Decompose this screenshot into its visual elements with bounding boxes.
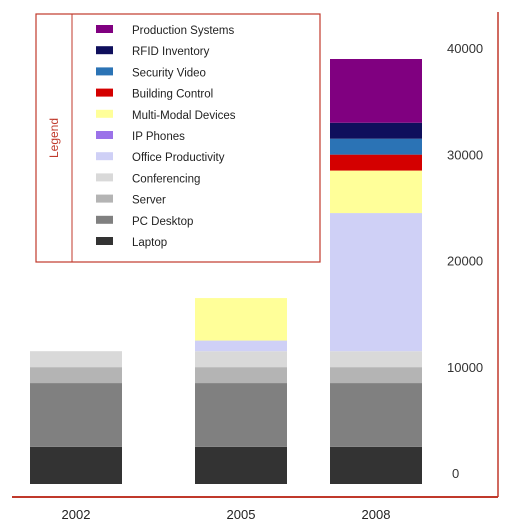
- bar-2008-series-1: [330, 383, 422, 447]
- bar-2005-series-1: [195, 383, 287, 447]
- bar-2008-series-7: [330, 154, 422, 171]
- legend-label-2: Security Video: [132, 67, 206, 79]
- legend-label-4: Multi-Modal Devices: [132, 110, 236, 122]
- bar-2005-series-0: [195, 446, 287, 484]
- bar-2008-series-3: [330, 351, 422, 368]
- legend-swatch-4: [96, 109, 113, 118]
- legend-label-7: Conferencing: [132, 173, 200, 185]
- y-tick-label-1: 10000: [447, 360, 483, 375]
- legend-label-1: RFID Inventory: [132, 46, 210, 58]
- legend-label-9: PC Desktop: [132, 216, 193, 228]
- bar-2002-series-3: [30, 351, 122, 368]
- bars-group: [30, 59, 422, 484]
- legend-swatch-8: [96, 194, 113, 203]
- x-axis-category-labels: 2002 2005 2008: [62, 507, 391, 522]
- legend-title: Legend: [47, 118, 61, 158]
- y-axis-tick-labels: 0 10000 20000 30000 40000: [447, 41, 483, 481]
- legend-label-0: Production Systems: [132, 25, 235, 37]
- legend-swatch-7: [96, 173, 113, 182]
- legend-box: [35, 13, 321, 263]
- bar-2008-series-0: [330, 446, 422, 484]
- legend-swatch-6: [96, 152, 113, 161]
- bar-2008-series-9: [330, 122, 422, 139]
- legend-swatch-5: [96, 131, 113, 139]
- legend: Legend Production Systems RFID Inventory S…: [35, 13, 321, 263]
- bar-2005-series-4: [195, 340, 287, 352]
- legend-label-10: Laptop: [132, 237, 167, 249]
- legend-swatch-1: [96, 46, 113, 55]
- legend-label-3: Building Control: [132, 89, 213, 101]
- legend-label-8: Server: [132, 195, 166, 207]
- legend-swatch-9: [96, 215, 113, 224]
- legend-swatch-3: [96, 88, 113, 97]
- bar-2002-series-1: [30, 383, 122, 447]
- y-tick-label-4: 40000: [447, 41, 483, 56]
- legend-swatch-0: [96, 25, 113, 33]
- x-category-label-2008: 2008: [362, 507, 391, 522]
- bar-2002-series-0: [30, 446, 122, 484]
- x-category-label-2005: 2005: [227, 507, 256, 522]
- bar-2005-series-3: [195, 351, 287, 368]
- legend-items: Production Systems RFID Inventory Security…: [96, 25, 236, 249]
- legend-swatch-2: [96, 67, 113, 76]
- bar-2005-series-6: [195, 298, 287, 341]
- y-tick-label-0: 0: [452, 466, 459, 481]
- legend-swatch-10: [96, 237, 113, 245]
- bar-2008-series-10: [330, 59, 422, 123]
- bar-2005-series-2: [195, 367, 287, 384]
- bar-2008-series-2: [330, 367, 422, 384]
- legend-label-5: IP Phones: [132, 131, 185, 143]
- bar-2008-series-6: [330, 170, 422, 214]
- x-category-label-2002: 2002: [62, 507, 91, 522]
- bar-2002-series-2: [30, 367, 122, 384]
- legend-label-6: Office Productivity: [132, 152, 225, 164]
- bar-2008-series-8: [330, 138, 422, 155]
- y-tick-label-2: 20000: [447, 254, 483, 269]
- bar-2008-series-4: [330, 213, 422, 352]
- y-tick-label-3: 30000: [447, 147, 483, 162]
